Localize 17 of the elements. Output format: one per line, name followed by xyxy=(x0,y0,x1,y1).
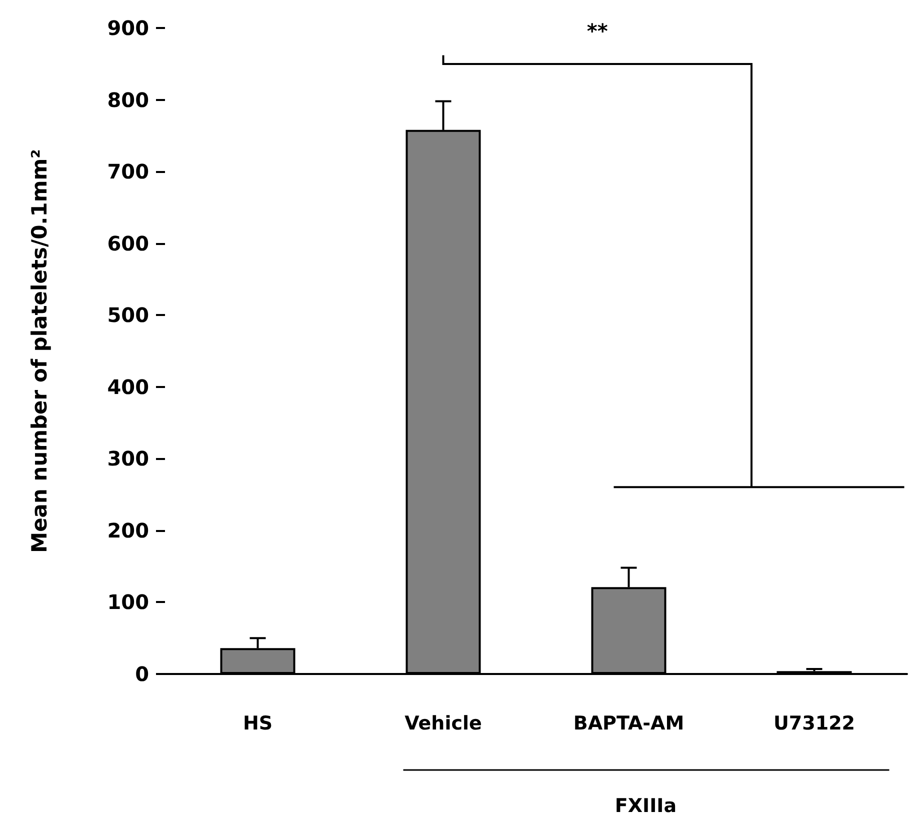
y-tick-label: 0 xyxy=(135,662,149,686)
y-tick-label: 300 xyxy=(107,446,149,471)
x-tick-label: HS xyxy=(242,712,273,734)
x-tick-label: U73122 xyxy=(773,712,856,734)
y-tick-label: 800 xyxy=(107,88,149,112)
y-tick-label: 500 xyxy=(107,303,149,328)
y-axis-title: Mean number of platelets/0.1mm² xyxy=(28,149,52,553)
y-tick-label: 200 xyxy=(107,518,149,542)
y-tick-label: 100 xyxy=(107,590,149,614)
annotation: ** xyxy=(586,19,608,43)
x-tick-label: BAPTA-AM xyxy=(573,712,684,734)
text: FXIIIa xyxy=(614,795,677,817)
y-tick-label: 700 xyxy=(107,160,149,184)
y-tick-label: 900 xyxy=(107,16,149,40)
y-tick-label: 600 xyxy=(107,231,149,256)
y-tick-label: 400 xyxy=(107,374,149,399)
x-tick-label: Vehicle xyxy=(404,712,482,734)
